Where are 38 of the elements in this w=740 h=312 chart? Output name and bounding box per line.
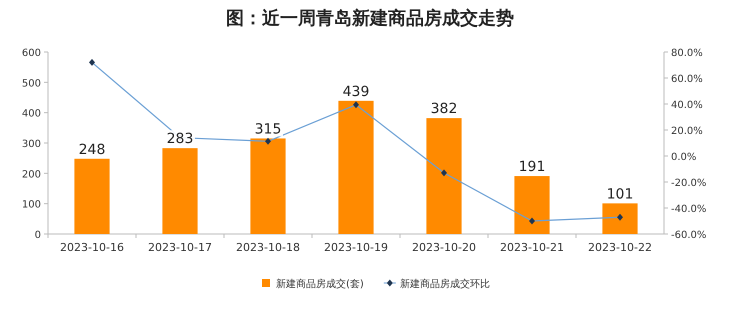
x-tick-label: 2023-10-22 bbox=[588, 241, 652, 254]
y-tick-label: 200 bbox=[22, 169, 41, 180]
chart-title: 图：近一周青岛新建商品房成交走势 bbox=[226, 8, 514, 29]
x-tick-label: 2023-10-20 bbox=[412, 241, 476, 254]
y-tick-label: 600 bbox=[22, 48, 41, 59]
bar bbox=[250, 138, 286, 234]
y2-tick-label: 80.0% bbox=[671, 48, 703, 59]
x-tick-label: 2023-10-21 bbox=[500, 241, 564, 254]
y2-tick-label: -20.0% bbox=[671, 178, 706, 189]
x-tick-label: 2023-10-18 bbox=[236, 241, 300, 254]
x-tick-label: 2023-10-17 bbox=[148, 241, 212, 254]
data-label: 248 bbox=[78, 142, 106, 158]
y-tick-label: 0 bbox=[34, 230, 41, 241]
data-label: 382 bbox=[430, 101, 458, 118]
data-label: 439 bbox=[342, 84, 370, 100]
data-label: 101 bbox=[606, 186, 634, 202]
y2-tick-label: -40.0% bbox=[671, 204, 706, 215]
y2-tick-label: 40.0% bbox=[671, 100, 703, 111]
data-label: 191 bbox=[518, 159, 546, 176]
legend-label: 新建商品房成交环比 bbox=[400, 278, 490, 290]
y-tick-label: 500 bbox=[22, 78, 41, 90]
y2-tick-label: 20.0% bbox=[671, 126, 703, 137]
bar bbox=[74, 158, 110, 234]
legend-label: 新建商品房成交(套) bbox=[276, 278, 364, 290]
y2-tick-label: 60.0% bbox=[671, 74, 703, 85]
bar bbox=[602, 203, 638, 234]
x-tick-label: 2023-10-16 bbox=[60, 241, 124, 254]
bar bbox=[426, 118, 462, 234]
y-tick-label: 100 bbox=[22, 200, 41, 211]
data-label: 315 bbox=[254, 121, 282, 138]
x-tick-label: 2023-10-19 bbox=[324, 241, 388, 254]
bar bbox=[338, 100, 374, 234]
y-tick-label: 400 bbox=[22, 108, 41, 120]
bar bbox=[514, 176, 550, 234]
y2-tick-label: 0.0% bbox=[671, 152, 696, 163]
y-tick-label: 300 bbox=[22, 139, 41, 150]
y2-tick-label: -60.0% bbox=[671, 230, 706, 241]
bar bbox=[162, 148, 198, 234]
